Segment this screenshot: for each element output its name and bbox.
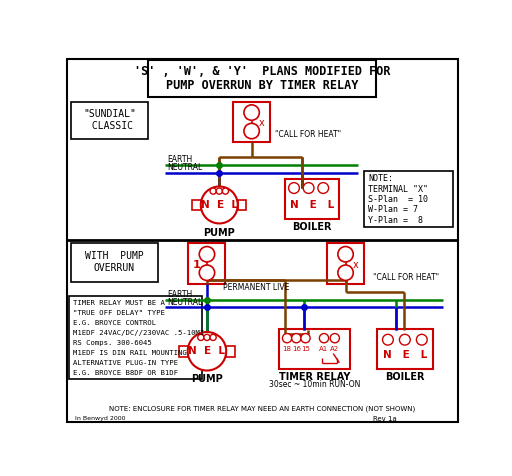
Circle shape xyxy=(292,334,301,343)
Circle shape xyxy=(210,334,216,340)
Text: "CALL FOR HEAT": "CALL FOR HEAT" xyxy=(275,130,341,139)
Circle shape xyxy=(382,334,393,345)
Text: PERMANENT LIVE: PERMANENT LIVE xyxy=(223,283,289,292)
Text: NOTE: ENCLOSURE FOR TIMER RELAY MAY NEED AN EARTH CONNECTION (NOT SHOWN): NOTE: ENCLOSURE FOR TIMER RELAY MAY NEED… xyxy=(109,406,416,412)
Text: In Benwyd 2000: In Benwyd 2000 xyxy=(75,416,125,421)
Bar xyxy=(364,171,453,227)
Circle shape xyxy=(210,188,216,194)
Circle shape xyxy=(201,187,238,223)
Text: "CALL FOR HEAT": "CALL FOR HEAT" xyxy=(373,273,439,282)
Bar xyxy=(69,296,202,379)
Circle shape xyxy=(289,183,300,193)
Text: "TRUE OFF DELAY" TYPE: "TRUE OFF DELAY" TYPE xyxy=(73,310,165,316)
Bar xyxy=(72,102,148,139)
Circle shape xyxy=(204,334,210,340)
Text: Rev 1a: Rev 1a xyxy=(373,416,397,422)
Text: TIMER RELAY: TIMER RELAY xyxy=(279,372,350,382)
Text: x: x xyxy=(352,260,358,270)
Text: BOILER: BOILER xyxy=(292,222,331,232)
Bar xyxy=(179,346,188,357)
Circle shape xyxy=(338,247,353,262)
Text: M1EDF 24VAC/DC//230VAC .5-10MI: M1EDF 24VAC/DC//230VAC .5-10MI xyxy=(73,330,204,336)
Circle shape xyxy=(188,332,226,370)
Bar xyxy=(285,179,338,219)
Text: PUMP: PUMP xyxy=(203,228,235,238)
Bar xyxy=(233,102,270,142)
Text: EARTH: EARTH xyxy=(168,155,193,164)
Text: E.G. BROYCE CONTROL: E.G. BROYCE CONTROL xyxy=(73,320,156,326)
Text: x: x xyxy=(259,119,264,129)
Text: E.G. BROYCE B8DF OR B1DF: E.G. BROYCE B8DF OR B1DF xyxy=(73,370,178,376)
Text: N   E   L: N E L xyxy=(290,200,334,210)
Circle shape xyxy=(244,123,259,139)
Circle shape xyxy=(222,188,228,194)
Bar xyxy=(377,329,433,369)
Text: NEUTRAL: NEUTRAL xyxy=(168,298,203,307)
Circle shape xyxy=(416,334,427,345)
Text: 16: 16 xyxy=(292,346,301,352)
Circle shape xyxy=(318,183,329,193)
Bar xyxy=(148,60,376,97)
Text: 1: 1 xyxy=(193,260,200,270)
Text: "SUNDIAL"
 CLASSIC: "SUNDIAL" CLASSIC xyxy=(83,109,136,131)
Circle shape xyxy=(301,334,310,343)
Text: A2: A2 xyxy=(330,346,339,352)
Text: EARTH: EARTH xyxy=(168,290,193,299)
Text: PUMP OVERRUN BY TIMER RELAY: PUMP OVERRUN BY TIMER RELAY xyxy=(166,79,358,92)
Text: 30sec ~ 10min RUN-ON: 30sec ~ 10min RUN-ON xyxy=(269,380,360,389)
Text: WITH  PUMP
OVERRUN: WITH PUMP OVERRUN xyxy=(85,251,144,273)
Circle shape xyxy=(216,188,222,194)
Text: NOTE:
TERMINAL "X"
S-Plan  = 10
W-Plan = 7
Y-Plan =  8: NOTE: TERMINAL "X" S-Plan = 10 W-Plan = … xyxy=(368,174,428,225)
Text: BOILER: BOILER xyxy=(385,372,424,382)
Bar xyxy=(327,243,364,284)
Text: M1EDF IS DIN RAIL MOUNTING: M1EDF IS DIN RAIL MOUNTING xyxy=(73,350,187,356)
Circle shape xyxy=(283,334,292,343)
Circle shape xyxy=(198,334,204,340)
Circle shape xyxy=(303,183,314,193)
Circle shape xyxy=(199,265,215,280)
Circle shape xyxy=(244,105,259,120)
Text: NEUTRAL: NEUTRAL xyxy=(168,163,203,172)
Circle shape xyxy=(399,334,410,345)
Text: TIMER RELAY MUST BE A: TIMER RELAY MUST BE A xyxy=(73,300,165,306)
Bar xyxy=(238,199,246,210)
Text: 15: 15 xyxy=(301,346,310,352)
Text: N  E  L: N E L xyxy=(201,200,238,210)
Text: 'S' , 'W', & 'Y'  PLANS MODIFIED FOR: 'S' , 'W', & 'Y' PLANS MODIFIED FOR xyxy=(134,65,391,78)
Text: A1: A1 xyxy=(319,346,329,352)
Bar xyxy=(226,346,234,357)
Bar xyxy=(280,329,350,369)
Circle shape xyxy=(199,247,215,262)
Bar xyxy=(193,199,201,210)
Text: PUMP: PUMP xyxy=(191,374,223,384)
Text: N   E   L: N E L xyxy=(383,350,427,360)
Bar xyxy=(72,243,158,282)
Text: ALTERNATIVE PLUG-IN TYPE: ALTERNATIVE PLUG-IN TYPE xyxy=(73,360,178,366)
Circle shape xyxy=(319,334,329,343)
Text: N  E  L: N E L xyxy=(188,346,225,356)
Circle shape xyxy=(330,334,339,343)
Circle shape xyxy=(338,265,353,280)
Bar xyxy=(188,243,225,284)
Text: 18: 18 xyxy=(283,346,291,352)
Text: RS Comps. 300-6045: RS Comps. 300-6045 xyxy=(73,340,152,346)
